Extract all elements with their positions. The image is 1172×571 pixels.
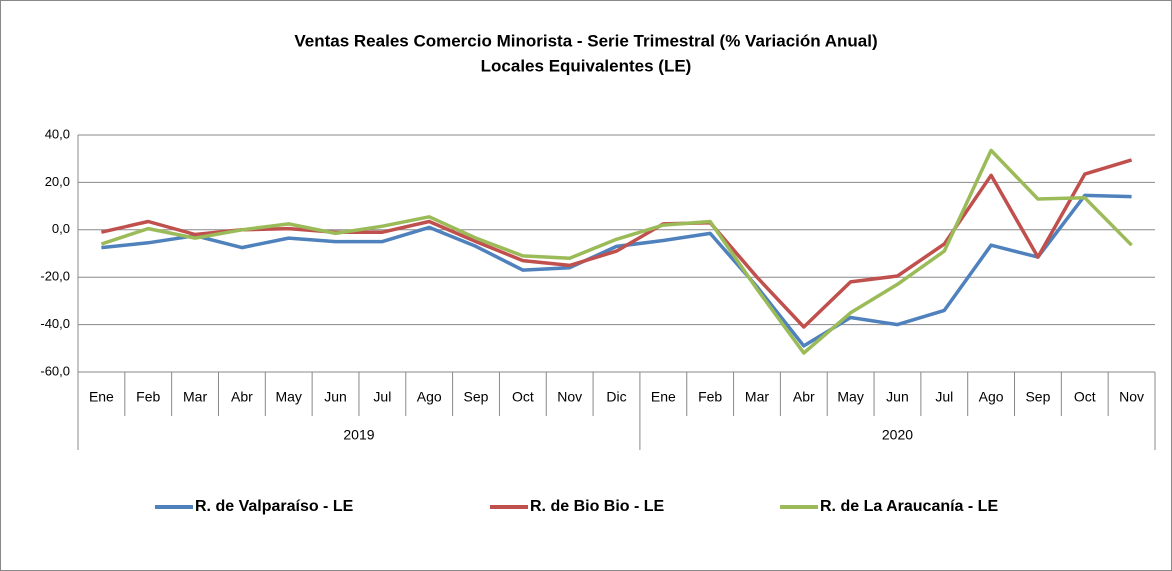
y-tick-label: -40,0: [40, 316, 70, 331]
x-tick-label: May: [837, 389, 863, 405]
chart-subtitle: Locales Equivalentes (LE): [481, 56, 692, 75]
x-tick-label: Oct: [512, 389, 534, 405]
y-tick-label: 20,0: [45, 174, 70, 189]
x-tick-label: Abr: [231, 389, 253, 405]
series-line: [100, 148, 1133, 355]
y-tick-label: -20,0: [40, 269, 70, 284]
x-tick-label: Jul: [373, 389, 391, 405]
x-tick-label: Ene: [89, 389, 114, 405]
x-tick-label: Nov: [1119, 389, 1144, 405]
y-tick-label: -60,0: [40, 363, 70, 378]
x-tick-label: Ago: [417, 389, 442, 405]
x-tick-label: Ago: [979, 389, 1004, 405]
x-tick-label: Abr: [793, 389, 815, 405]
x-tick-label: Jun: [886, 389, 909, 405]
x-tick-label: Jul: [935, 389, 953, 405]
x-tick-label: Jun: [324, 389, 347, 405]
x-tick-label: Dic: [606, 389, 626, 405]
x-tick-label: Feb: [698, 389, 722, 405]
legend-label: R. de Valparaíso - LE: [195, 498, 354, 515]
x-tick-label: Feb: [136, 389, 160, 405]
x-tick-label: Sep: [464, 389, 489, 405]
group-label: 2019: [343, 427, 374, 443]
x-tick-label: Mar: [745, 389, 769, 405]
x-tick-label: Oct: [1074, 389, 1096, 405]
x-tick-label: May: [275, 389, 301, 405]
x-tick-label: Nov: [557, 389, 582, 405]
series-line: [101, 193, 1132, 348]
x-tick-label: Mar: [183, 389, 207, 405]
legend-label: R. de La Araucanía - LE: [820, 498, 998, 515]
chart-title: Ventas Reales Comercio Minorista - Serie…: [294, 31, 877, 50]
group-label: 2020: [882, 427, 913, 443]
y-tick-label: 0,0: [52, 221, 70, 236]
x-tick-label: Sep: [1025, 389, 1050, 405]
y-tick-label: 40,0: [45, 126, 70, 141]
legend-label: R. de Bio Bio - LE: [530, 498, 665, 515]
x-tick-label: Ene: [651, 389, 676, 405]
